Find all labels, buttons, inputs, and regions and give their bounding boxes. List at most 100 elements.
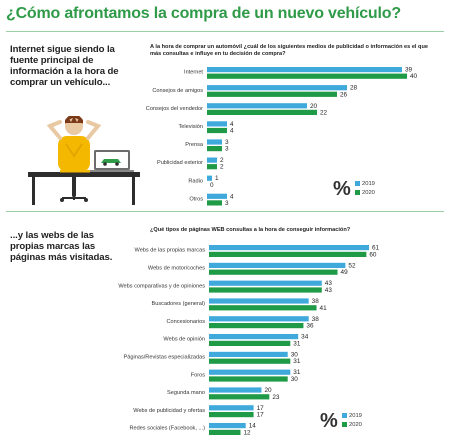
c2-value-label: 31 [293, 369, 301, 376]
section2-heading: ...y las webs de las propias marcas las … [10, 230, 113, 263]
c1-value-label: 28 [350, 85, 358, 92]
c2-value-label: 36 [306, 323, 314, 330]
legend-swatch-2019-b [342, 413, 347, 418]
c2-category-label: Segunda mano [167, 390, 205, 396]
c2-bar-2020 [209, 429, 241, 435]
c2-category-label: Webs de publicidad y ofertas [133, 408, 205, 414]
legend-swatch-2020-b [342, 422, 347, 427]
c2-bar-2020 [209, 305, 317, 311]
c1-value-label: 22 [320, 109, 328, 116]
c2-value-label: 31 [293, 340, 301, 347]
section1-heading: Internet sigue siendo la fuente principa… [10, 44, 119, 88]
c2-bar-2019 [209, 423, 246, 429]
c1-bar-2019 [207, 121, 227, 127]
c2-category-label: Concesionarios [166, 319, 205, 325]
c2-value-label: 14 [249, 423, 257, 430]
c2-value-label: 30 [291, 351, 299, 358]
c2-value-label: 43 [325, 280, 333, 287]
c1-value-label: 0 [210, 182, 214, 189]
c2-bar-2019 [209, 298, 309, 304]
legend-item-2019-b: 2019 [342, 413, 362, 419]
chart2-legend: % 2019 2020 [320, 410, 410, 434]
c1-value-label: 26 [340, 91, 348, 98]
c1-bar-2020 [207, 146, 222, 152]
c2-bar-2019 [209, 262, 346, 268]
c1-bar-2020 [207, 91, 337, 97]
c1-category-label: Internet [184, 70, 203, 76]
page-title: ¿Cómo afrontamos la compra de un nuevo v… [6, 5, 401, 22]
chart2-question: ¿Qué tipos de páginas WEB consultas a la… [150, 227, 351, 233]
c2-bar-2019 [209, 316, 309, 322]
c2-bar-2020 [209, 340, 291, 346]
c2-bar-2019 [209, 387, 262, 393]
c1-bar-2020 [207, 127, 227, 134]
legend-label-2019: 2019 [362, 181, 375, 187]
c2-category-label: Redes sociales (Facebook, ...) [129, 426, 205, 432]
c1-value-label: 3 [225, 200, 229, 207]
legend-label-2020: 2020 [362, 190, 375, 196]
c2-category-label: Webs de las propias marcas [135, 248, 206, 254]
percent-symbol: % [333, 178, 351, 200]
c2-value-label: 34 [301, 334, 309, 341]
c2-bar-2019 [209, 245, 369, 251]
c2-value-label: 43 [325, 287, 333, 294]
c1-value-label: 20 [310, 103, 318, 110]
c2-value-label: 38 [312, 298, 320, 305]
c2-bar-2020 [209, 287, 322, 293]
c1-category-label: Televisión [178, 124, 203, 130]
legend-label-2020-b: 2020 [349, 422, 362, 428]
c1-category-label: Publicidad exterior [157, 160, 203, 166]
c2-category-label: Buscadores (general) [152, 301, 206, 307]
c1-value-label: 39 [405, 67, 413, 74]
c2-category-label: Webs comparativas y de opiniones [118, 283, 205, 289]
person-at-computer-illustration [28, 116, 140, 205]
c2-bar-2019 [209, 334, 299, 340]
c1-value-label: 4 [230, 193, 234, 200]
c1-bar-2019 [207, 67, 402, 73]
c1-value-label: 3 [225, 139, 229, 146]
c2-value-label: 20 [264, 387, 272, 394]
c2-bar-2019 [209, 369, 291, 375]
c2-category-label: Webs de opinión [163, 337, 205, 343]
section-divider [6, 211, 444, 212]
legend-item-2019: 2019 [355, 181, 375, 187]
c2-bar-2020 [209, 412, 254, 418]
c2-value-label: 30 [291, 376, 299, 383]
c2-category-label: Páginas/Revistas especializadas [124, 355, 206, 361]
chart1-question: A la hora de comprar un automóvil ¿cuál … [150, 44, 428, 57]
c2-bar-2019 [209, 405, 254, 411]
c1-category-label: Radio [188, 178, 203, 184]
c1-value-label: 2 [220, 164, 224, 171]
c2-bar-2020 [209, 376, 288, 382]
c2-bar-2020 [209, 358, 291, 364]
c2-category-label: Webs de motor/coches [148, 266, 205, 272]
c2-bar-2020 [209, 394, 270, 400]
c1-bar-2019 [207, 193, 227, 199]
c1-category-label: Otros [189, 196, 203, 202]
c1-bar-2020 [207, 73, 407, 79]
c2-value-label: 17 [257, 405, 265, 412]
c2-bar-2020 [209, 269, 338, 275]
c1-bar-2020 [207, 164, 217, 170]
c1-bar-2019 [207, 157, 217, 163]
c2-value-label: 23 [272, 394, 280, 401]
c2-category-label: Foros [191, 372, 206, 378]
c1-bar-2020 [207, 200, 222, 206]
c1-category-label: Prensa [185, 142, 204, 148]
c2-value-label: 60 [369, 251, 377, 258]
c1-bar-2019 [207, 85, 347, 91]
legend-swatch-2020 [355, 190, 360, 195]
legend-swatch-2019 [355, 181, 360, 186]
c1-value-label: 40 [410, 73, 418, 80]
c2-bar-2019 [209, 280, 322, 286]
c2-value-label: 38 [312, 316, 320, 323]
c1-bar-2020 [207, 109, 317, 115]
c2-value-label: 31 [293, 358, 301, 365]
c1-value-label: 2 [220, 157, 224, 164]
c1-value-label: 3 [225, 146, 229, 153]
c1-bar-2019 [207, 175, 212, 181]
c1-value-label: 1 [215, 175, 219, 182]
c1-category-label: Consejos del vendedor [146, 106, 203, 112]
c1-bar-2019 [207, 139, 222, 145]
